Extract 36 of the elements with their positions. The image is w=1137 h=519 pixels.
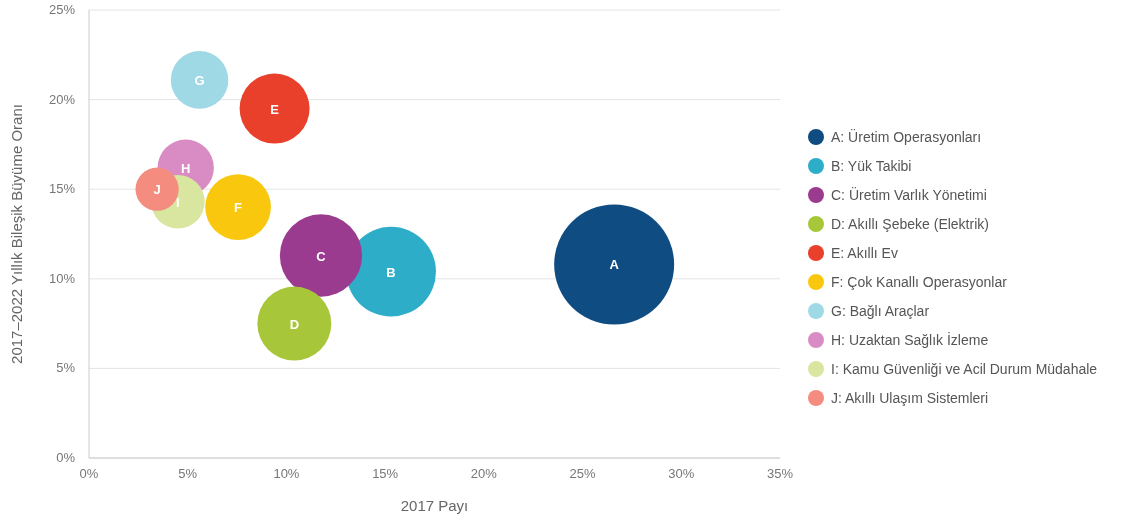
legend-label: I: Kamu Güvenliği ve Acil Durum Müdahale [831,361,1098,377]
y-tick-label: 20% [48,91,76,107]
annotation: I [176,194,180,210]
x-tick-label: 25% [569,466,597,481]
x-tick-label: 15% [372,466,399,481]
legend-label: F: Çok Kanallı Operasyonlar [831,274,1008,290]
annotation: J [153,182,161,198]
legend-label: E: Akıllı Ev [831,245,898,261]
x-axis-title: 2017 Payı [400,497,469,514]
legend-label: C: Üretim Varlık Yönetimi [831,186,987,203]
y-axis-title: 2017–2022 Yıllık Bileşik Büyüme Oranı [8,104,25,364]
legend-label: A: Üretim Operasyonları [831,128,982,145]
annotation: B [386,264,396,280]
annotation: A [609,257,620,273]
y-tick-label: 0% [56,450,76,465]
y-tick-label: 15% [48,181,76,197]
annotation: D [289,316,300,332]
annotation: E [270,101,280,117]
x-tick-label: 20% [470,466,498,481]
x-tick-label: 5% [178,466,198,481]
annotation: G [194,72,205,88]
y-tick-label: 25% [48,2,76,17]
x-tick-label: 30% [668,466,695,481]
annotation: C [316,248,327,264]
y-tick-label: 5% [56,360,76,376]
legend-label: J: Akıllı Ulaşım Sistemleri [831,390,989,406]
annotation: F [234,200,243,216]
x-tick-label: 10% [273,466,300,481]
y-tick-label: 10% [48,270,76,286]
annotation: H [181,160,191,176]
legend-label: D: Akıllı Şebeke (Elektrik) [831,216,989,232]
legend-label: G: Bağlı Araçlar [831,303,930,319]
legend-label: H: Uzaktan Sağlık İzleme [831,331,989,348]
x-tick-label: 0% [79,466,99,481]
legend-label: B: Yük Takibi [831,158,912,174]
x-tick-label: 35% [766,466,794,481]
